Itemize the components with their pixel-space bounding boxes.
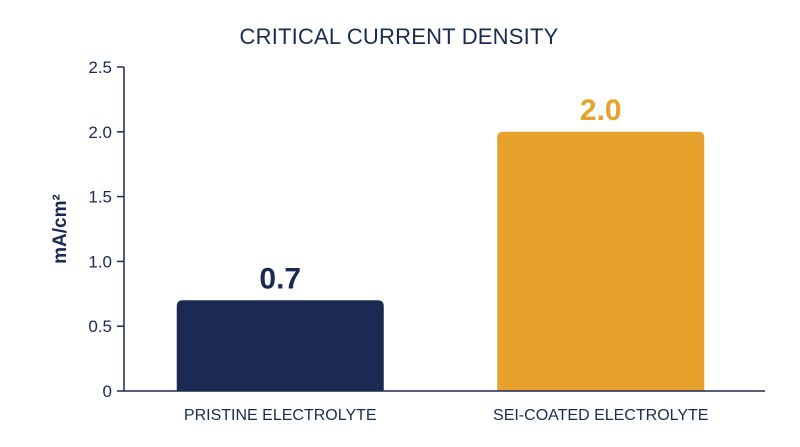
data-label-1: 0.7: [259, 262, 301, 295]
category-label-1: PRISTINE ELECTROLYTE: [184, 407, 377, 424]
y-tick-label: 0.5: [88, 317, 112, 336]
y-tick-label: 1.0: [88, 252, 112, 271]
chart-title: CRITICAL CURRENT DENSITY: [240, 24, 559, 49]
y-tick-label: 0: [103, 382, 112, 401]
category-labels: PRISTINE ELECTROLYTE SEI-COATED ELECTROLY…: [184, 407, 709, 424]
y-tick-label: 1.5: [88, 188, 112, 207]
data-label-2: 2.0: [580, 94, 622, 127]
y-tick-label: 2.5: [88, 58, 112, 77]
bar-1: [176, 300, 384, 391]
bars: [176, 131, 705, 392]
data-labels: 0.7 2.0: [259, 94, 621, 295]
category-label-2: SEI-COATED ELECTROLYTE: [493, 407, 708, 424]
y-tick-label: 2.0: [88, 123, 112, 142]
y-axis-label: mA/cm²: [50, 194, 71, 264]
bar-2: [497, 131, 705, 392]
y-axis-ticks: 0 0.5 1.0 1.5 2.0 2.5: [88, 58, 124, 401]
